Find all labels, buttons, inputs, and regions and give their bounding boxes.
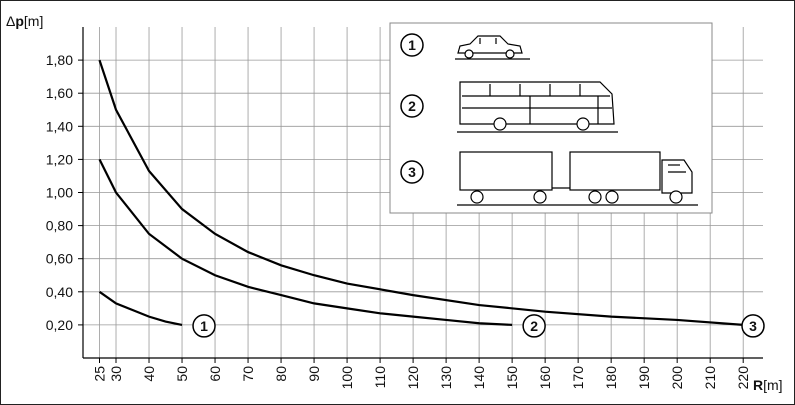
legend: 1 2 3 [390, 23, 712, 213]
y-tick-label: 1,00 [46, 185, 73, 201]
y-tick-label: 0,20 [46, 317, 73, 333]
y-tick-label: 1,80 [46, 52, 73, 68]
x-tick-label: 210 [702, 366, 718, 390]
y-tick-label: 1,60 [46, 85, 73, 101]
curve-label: 1 [200, 318, 208, 334]
x-tick-label: 100 [339, 366, 355, 390]
y-tick-label: 0,80 [46, 218, 73, 234]
y-tick-label: 0,60 [46, 251, 73, 267]
x-tick-label: 130 [438, 366, 454, 390]
x-tick-label: 180 [603, 366, 619, 390]
x-tick-label: 80 [273, 366, 289, 382]
x-tick-label: 40 [141, 366, 157, 382]
x-tick-label: 220 [735, 366, 751, 390]
y-tick-label: 1,20 [46, 151, 73, 167]
x-tick-label: 200 [669, 366, 685, 390]
x-tick-label: 160 [537, 366, 553, 390]
x-tick-label: 50 [174, 366, 190, 382]
y-label-unit: [m] [24, 13, 43, 29]
x-tick-label: 60 [207, 366, 223, 382]
x-tick-label: 190 [636, 366, 652, 390]
x-axis-label: R[m] [753, 377, 783, 393]
x-tick-label: 25 [92, 366, 108, 382]
x-tick-label: 150 [504, 366, 520, 390]
x-tick-label: 110 [372, 366, 388, 389]
y-label-symbol: Δ [6, 13, 15, 29]
y-axis-label: Δp[m] [6, 13, 43, 29]
x-tick-label: 140 [471, 366, 487, 390]
y-tick-label: 1,40 [46, 118, 73, 134]
legend-label: 1 [408, 37, 416, 53]
legend-label: 2 [408, 98, 416, 114]
bus-icon [457, 82, 618, 132]
curve-label: 3 [749, 318, 757, 334]
x-label-unit: [m] [763, 377, 782, 393]
x-tick-label: 70 [240, 366, 256, 382]
x-tick-label: 120 [405, 366, 421, 390]
y-label-var: p [15, 13, 24, 29]
chart: 0,20 0,40 0,60 0,80 1,00 1,20 1,40 1,60 1,80 2530… [0, 0, 795, 405]
legend-label: 3 [408, 164, 416, 180]
x-label-var: R [753, 377, 763, 393]
y-tick-label: 0,40 [46, 284, 73, 300]
x-tick-label: 90 [306, 366, 322, 382]
x-tick-label: 30 [108, 366, 124, 382]
x-tick-label: 170 [570, 366, 586, 390]
curve-label: 2 [530, 318, 538, 334]
